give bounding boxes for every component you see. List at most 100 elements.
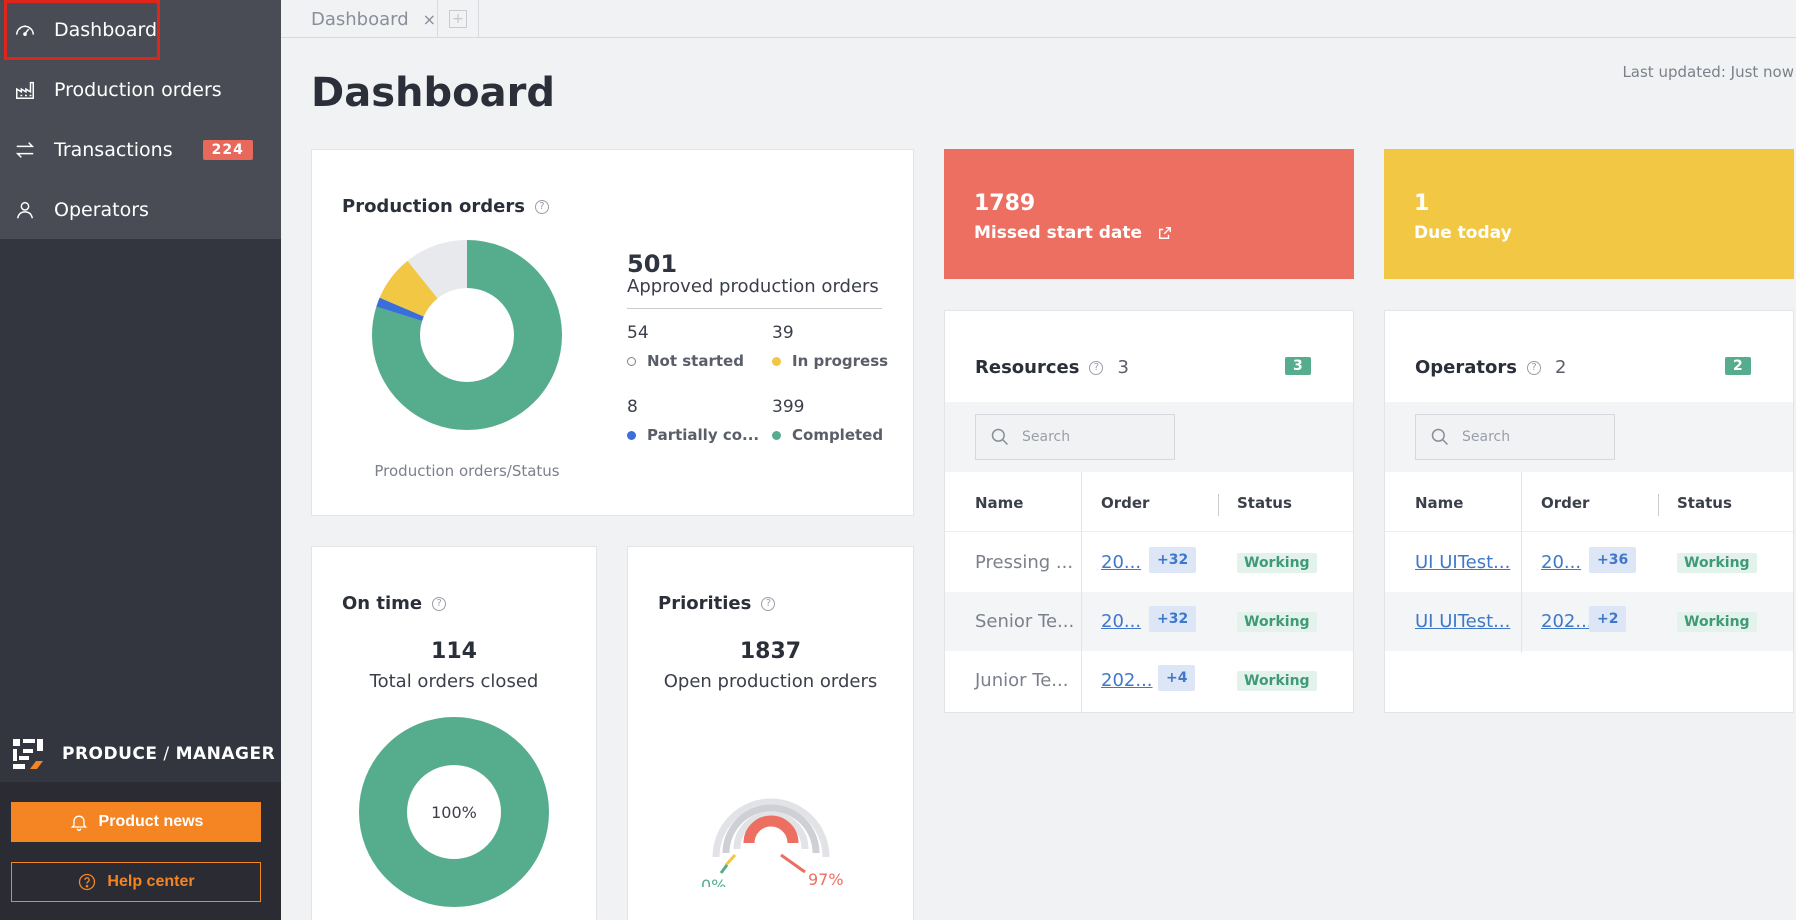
production-orders-donut-chart [372,240,562,430]
close-icon[interactable]: × [422,9,437,29]
more-orders-badge[interactable]: +2 [1589,606,1627,632]
resources-search-input[interactable]: Search [975,414,1175,460]
operators-count: 2 [1554,357,1567,378]
more-orders-badge[interactable]: +32 [1149,547,1197,573]
help-center-button[interactable]: Help center [11,862,261,902]
product-news-label: Product news [98,813,204,830]
tab-dashboard[interactable]: Dashboard × [281,0,438,38]
add-tab-button[interactable]: + [438,0,479,38]
gauge-arc-high [743,815,799,844]
page-title: Dashboard [311,70,555,116]
order-link[interactable]: 20... [1541,552,1582,573]
column-header-order[interactable]: Order [1101,494,1150,512]
status-badge: Working [1677,553,1757,573]
due-today-label: Due today [1414,223,1512,243]
column-header-name[interactable]: Name [975,494,1024,512]
card-title-text: Production orders [342,196,525,217]
external-link-icon[interactable] [1158,226,1172,240]
open-production-orders-count: 1837 [739,639,802,664]
help-icon[interactable]: ? [761,596,776,611]
question-circle-icon [79,873,96,891]
more-orders-badge[interactable]: +4 [1158,665,1196,691]
stat-completed-value: 399 [772,397,805,417]
missed-start-date-count: 1789 [974,191,1036,216]
card-title-text: On time [342,593,423,614]
help-icon[interactable]: ? [534,199,549,214]
table-row[interactable]: Pressing ... 20... +32 Working [945,533,1353,592]
column-header-status[interactable]: Status [1237,494,1292,512]
operator-name-link[interactable]: UI UITest... [1415,611,1511,632]
help-icon[interactable]: ? [432,596,447,611]
sidebar-item-transactions[interactable]: Transactions 224 [0,120,281,180]
sidebar-item-dashboard[interactable]: Dashboard [0,0,281,60]
on-time-donut-chart: 100% [359,717,549,907]
card-title-text: Resources [975,357,1080,378]
stat-label-text: In progress [792,352,889,370]
divider [627,308,882,309]
tab-bar: Dashboard × + [281,0,1796,38]
operators-card: Operators ? 2 2 Search Name Order Status… [1384,310,1794,713]
help-center-label: Help center [107,873,195,890]
sidebar-item-production-orders[interactable]: Production orders [0,60,281,120]
search-bar: Search [1385,402,1793,472]
bell-icon [70,815,87,831]
search-bar: Search [945,402,1353,472]
gauge-high-label: 97% [808,870,844,887]
missed-start-date-card[interactable]: 1789 Missed start date [944,149,1354,279]
search-placeholder: Search [1462,429,1511,445]
sidebar-item-label: Production orders [54,79,222,101]
column-header-status[interactable]: Status [1677,494,1732,512]
resource-name: Senior Te... [975,611,1075,632]
chart-caption: Production orders/Status [374,462,560,480]
status-badge: Working [1237,671,1317,691]
sidebar-nav: Dashboard Production orders Transactions… [0,0,281,239]
operator-name-link[interactable]: UI UITest... [1415,552,1511,573]
order-link[interactable]: 20... [1101,611,1142,632]
column-header-name[interactable]: Name [1415,494,1464,512]
search-icon [1431,428,1449,446]
table-row[interactable]: UI UITest... 202... +2 Working [1385,592,1793,651]
more-orders-badge[interactable]: +36 [1589,547,1637,573]
sidebar-footer: Product news Help center [0,782,281,920]
sidebar-item-label: Transactions [54,139,173,161]
gauge-tick-zero [719,864,729,874]
order-link[interactable]: 202... [1541,611,1593,632]
stat-in-progress: In progress [772,352,888,370]
brand-name-suffix: MANAGER [175,744,276,764]
column-resize-handle[interactable] [1218,494,1219,516]
sidebar-item-label: Dashboard [54,19,158,41]
product-news-button[interactable]: Product news [11,802,261,842]
card-title: Priorities ? [658,593,776,614]
due-today-count: 1 [1414,191,1430,216]
stat-not-started: Not started [627,352,744,370]
on-time-arc [359,717,549,907]
order-link[interactable]: 202... [1101,670,1153,691]
help-icon[interactable]: ? [1089,360,1104,375]
factory-icon [14,79,36,101]
resources-card: Resources ? 3 3 Search Name Order Status… [944,310,1354,713]
operators-search-input[interactable]: Search [1415,414,1615,460]
priorities-card: Priorities ? 1837 Open production orders… [627,546,914,920]
order-link[interactable]: 20... [1101,552,1142,573]
column-divider [1081,472,1082,712]
plus-icon: + [449,10,467,28]
segment-not-started [372,240,562,430]
produce-manager-logo-icon [13,739,43,769]
column-resize-handle[interactable] [1658,494,1659,516]
stat-not-started-value: 54 [627,323,649,343]
gauge-low-label: 0% [701,876,726,887]
gauge-ring-outer [712,798,830,858]
table-row[interactable]: UI UITest... 20... +36 Working [1385,533,1793,592]
legend-dot [627,430,636,440]
table-row[interactable]: Senior Te... 20... +32 Working [945,592,1353,651]
table-row[interactable]: Junior Te... 202... +4 Working [945,651,1353,710]
sidebar-item-operators[interactable]: Operators [0,180,281,240]
more-orders-badge[interactable]: +32 [1149,606,1197,632]
kpi-label-text: Missed start date [974,223,1143,243]
stat-label-text: Partially co... [647,426,760,444]
card-title-text: Operators [1415,357,1517,378]
resources-count: 3 [1117,357,1129,378]
due-today-card[interactable]: 1 Due today [1384,149,1794,279]
column-header-order[interactable]: Order [1541,494,1590,512]
help-icon[interactable]: ? [1526,360,1541,375]
